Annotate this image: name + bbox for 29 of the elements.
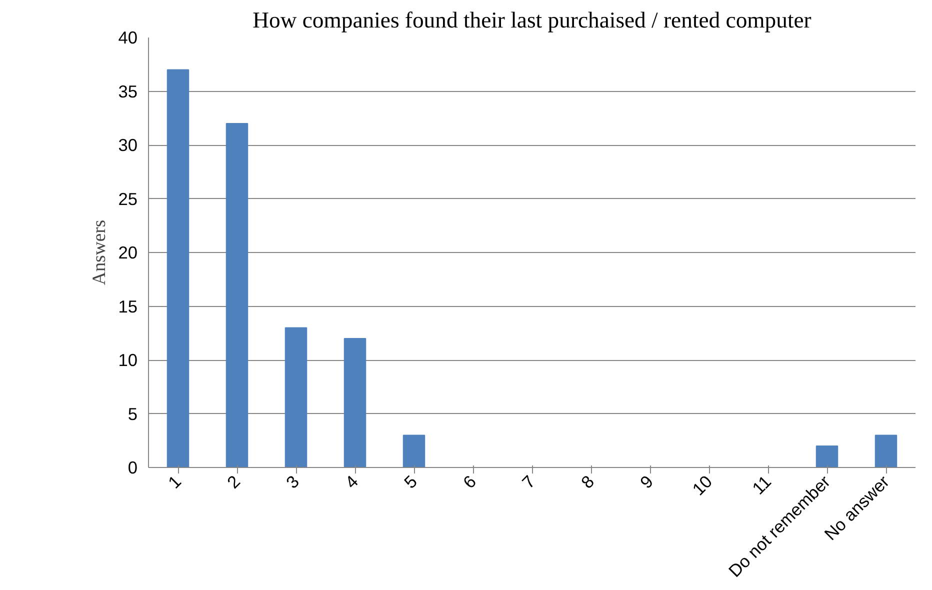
bar xyxy=(166,69,190,468)
x-tick-label: 2 xyxy=(223,471,244,492)
y-tick-label: 5 xyxy=(128,404,138,424)
bar xyxy=(284,327,308,468)
x-tick-label: 7 xyxy=(518,471,540,492)
y-tick-label: 30 xyxy=(118,135,138,155)
x-tick-label: 8 xyxy=(577,471,598,492)
y-tick-label: 10 xyxy=(118,350,138,370)
x-tick-label: 3 xyxy=(282,471,304,492)
x-tick-label: 11 xyxy=(748,471,776,498)
bar xyxy=(816,446,838,468)
y-tick-label: 25 xyxy=(118,188,138,209)
x-tick-label: 6 xyxy=(459,471,480,492)
chart-title: How companies found their last purchaised / rented computer xyxy=(252,8,812,32)
y-tick-label: 15 xyxy=(118,296,138,316)
y-axis-title: Answers xyxy=(89,220,110,286)
x-tick-label: 4 xyxy=(341,471,362,492)
x-tick-label: 5 xyxy=(400,471,422,492)
bar xyxy=(344,338,366,468)
bar xyxy=(226,123,248,468)
x-tick-label: 9 xyxy=(636,471,658,492)
y-tick-label: 20 xyxy=(118,242,138,262)
bar xyxy=(402,434,426,468)
x-tick-label: 10 xyxy=(688,471,716,500)
x-tick-label: 1 xyxy=(164,471,186,492)
y-tick-label: 0 xyxy=(128,458,138,478)
y-tick-label: 40 xyxy=(118,28,138,48)
bar xyxy=(874,434,898,468)
y-tick-label: 35 xyxy=(118,81,138,102)
